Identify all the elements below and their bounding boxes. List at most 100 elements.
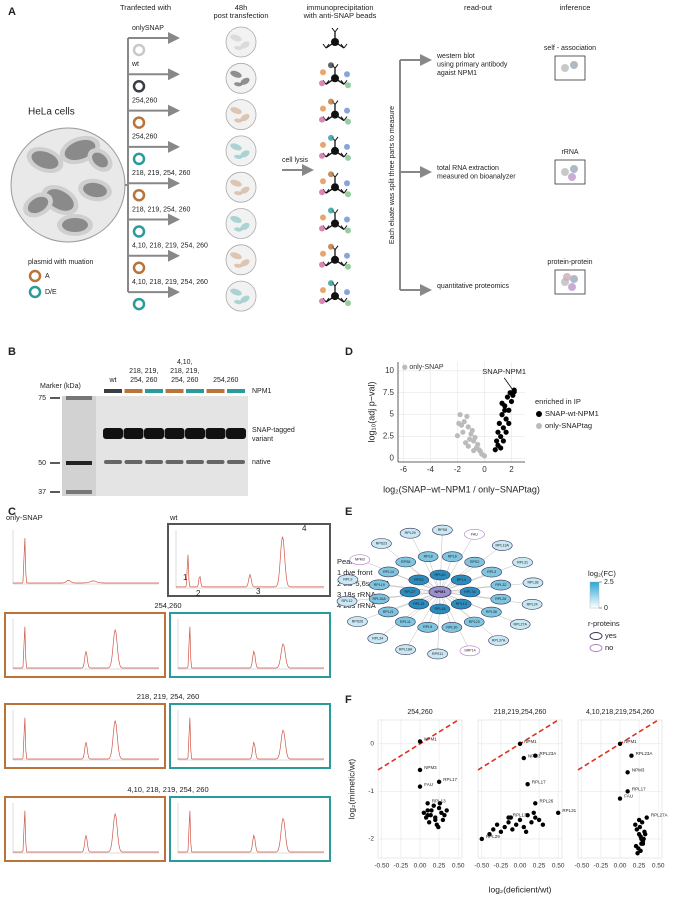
annotated-point (617, 796, 623, 801)
node (417, 551, 439, 562)
point (423, 815, 429, 820)
cell (230, 34, 242, 42)
electropherogram (178, 717, 324, 760)
node (450, 574, 472, 586)
peaks-title: Peaks (337, 557, 358, 566)
peak-marker: 3 (256, 587, 261, 596)
protein-blob (320, 105, 326, 112)
cell (230, 143, 242, 151)
connector (340, 225, 345, 230)
point (531, 810, 536, 815)
annotated-point (644, 815, 649, 820)
node-label: RPL8 (424, 555, 433, 559)
point (436, 824, 441, 830)
x-tick-label: 0.00 (414, 863, 427, 870)
connector (334, 172, 339, 178)
protein-blob (319, 189, 325, 196)
annotation: NPM1 (424, 737, 437, 742)
lane-bar (124, 389, 143, 393)
colorbar (589, 581, 600, 609)
lane-header: 254,260 (213, 377, 238, 384)
connector (331, 27, 336, 33)
node (378, 566, 399, 578)
protein-blob (320, 214, 326, 221)
connector (340, 80, 345, 85)
point (643, 832, 648, 837)
transfection-label: 4,10, 218, 219, 254, 260 (132, 279, 208, 286)
nucleus (83, 182, 107, 198)
point (439, 810, 444, 815)
annotation: SNAP-NPM1 (482, 367, 526, 376)
protein-blob (319, 225, 325, 232)
node (463, 616, 485, 628)
well (225, 171, 257, 203)
point (498, 445, 504, 451)
connector (343, 261, 348, 267)
point (637, 824, 643, 830)
legend-marker (536, 423, 542, 429)
nucleus (92, 152, 108, 168)
protein-blob (319, 298, 325, 305)
node (522, 577, 544, 589)
connector (325, 152, 330, 158)
annotation: RPL23A (539, 751, 556, 756)
readout-text: measured on bioanalyzer (437, 173, 516, 180)
legend-title: r-proteins (588, 619, 620, 628)
node-label: RPL5 (423, 625, 432, 629)
cell (240, 77, 250, 85)
node (427, 648, 448, 660)
protein-blob (344, 216, 350, 223)
lane-header: 218, 219, (170, 368, 199, 375)
annotated-point (521, 755, 527, 761)
bead (331, 183, 339, 192)
protein-blob (345, 227, 351, 234)
y-tick-label: 0 (370, 741, 374, 748)
node-label: RPL14 (383, 570, 394, 574)
cell (240, 259, 250, 267)
node (417, 621, 438, 633)
column-header: read-out (464, 3, 493, 12)
protein-blob (344, 71, 350, 78)
connector (325, 188, 330, 194)
connector (325, 116, 330, 121)
y-tick-label: -2 (368, 836, 374, 843)
point (513, 822, 519, 827)
x-axis-title: log₂(SNAP−wt−NPM1 / only−SNAPtag) (383, 484, 540, 494)
readout-text: western blot (436, 53, 475, 60)
lane-bar (227, 389, 245, 393)
band-snap (226, 428, 246, 439)
edge (439, 591, 533, 605)
node (490, 579, 512, 591)
node (509, 619, 531, 630)
node-label: RPL36 (486, 610, 497, 614)
bead (331, 38, 339, 46)
node-center (428, 586, 452, 598)
cell (240, 295, 250, 303)
point (503, 416, 509, 422)
plasmid-ring (132, 116, 146, 129)
complex (570, 275, 578, 283)
point (472, 434, 478, 441)
protein-blob (328, 62, 334, 69)
protein-blob (320, 287, 326, 294)
node-label: RPL21 (383, 610, 394, 614)
point (433, 817, 438, 823)
point (460, 429, 466, 435)
panel-label: D (345, 346, 353, 358)
point (502, 407, 508, 413)
transfection-label: 4,10, 218, 219, 254, 260 (132, 243, 208, 250)
node-label: RPL11 (400, 620, 411, 624)
point (487, 832, 492, 837)
node-label: RPS11 (432, 652, 443, 656)
cell (240, 186, 250, 194)
cell (230, 252, 242, 260)
nucleus (31, 151, 59, 169)
callout (503, 377, 515, 393)
transfection-label: onlySNAP (132, 25, 164, 32)
edge (437, 591, 441, 654)
protein-blob (319, 80, 325, 87)
point (469, 427, 475, 434)
edge (439, 591, 521, 625)
node (395, 556, 417, 568)
protein-blob (344, 180, 350, 187)
